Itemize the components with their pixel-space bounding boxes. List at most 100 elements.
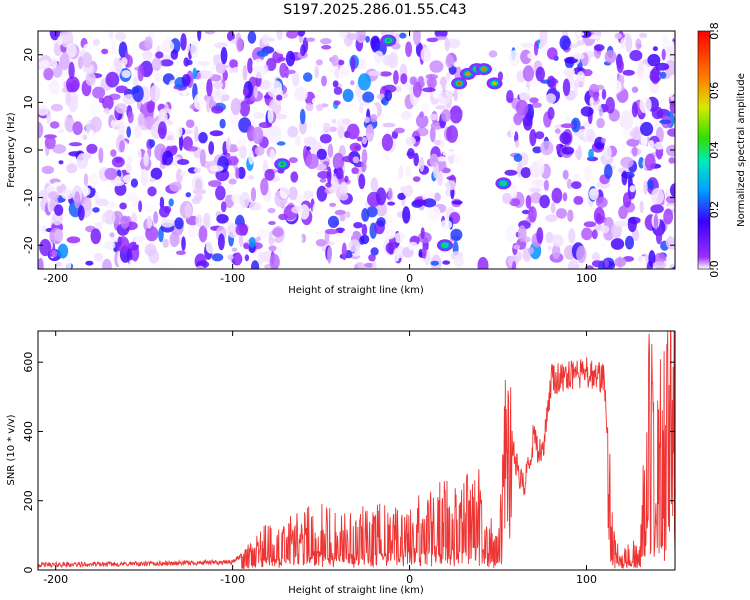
spectrogram-cell xyxy=(655,62,670,71)
spectrogram-cell xyxy=(243,242,250,250)
x-tick-label: 100 xyxy=(576,272,597,285)
y-tick-label: 600 xyxy=(22,352,35,373)
spectrogram-cell xyxy=(412,31,421,46)
spectrogram-cell xyxy=(361,148,368,165)
spectrogram-cell xyxy=(614,220,629,227)
spectrogram-cell xyxy=(110,149,117,157)
spectrogram-cell xyxy=(523,114,533,131)
spectrogram-cell xyxy=(384,89,393,102)
spectrogram-cell xyxy=(258,121,273,129)
spectrogram-cell xyxy=(519,123,524,140)
spectrogram-cell xyxy=(269,80,283,95)
spectrogram-cell xyxy=(552,167,561,178)
spectrogram-cell xyxy=(290,171,299,183)
spectrogram-cell xyxy=(585,128,596,143)
spectrogram-cell xyxy=(639,96,652,114)
spectrogram-cell xyxy=(316,148,327,160)
x-tick-label: -200 xyxy=(43,272,68,285)
spectrogram-cell xyxy=(543,179,550,191)
spectrogram-cell xyxy=(413,152,420,167)
spectrogram-cell xyxy=(137,64,144,82)
spectrogram-cell xyxy=(659,71,667,79)
spectrogram-cell xyxy=(405,165,412,177)
spectrogram-cell xyxy=(631,146,638,157)
spectrogram-cell xyxy=(185,215,199,226)
spectrogram-cell xyxy=(82,134,88,141)
spectrogram-cell xyxy=(192,188,207,195)
spectrogram-cell xyxy=(426,76,437,89)
spectrogram-cell xyxy=(595,196,608,208)
spectrogram-cell xyxy=(300,44,306,57)
spectrogram-cell xyxy=(513,112,523,126)
spectrogram-cell xyxy=(357,73,371,91)
spectrogram-cell xyxy=(528,206,537,223)
spectrogram-cell xyxy=(311,97,325,106)
spectrogram-cell xyxy=(509,198,521,207)
spectrogram-cell xyxy=(101,213,106,224)
spectrogram-cell xyxy=(672,31,675,40)
spectrogram-cell xyxy=(227,223,240,239)
spectrogram-cell xyxy=(536,158,545,176)
spectrogram-cell xyxy=(349,142,362,152)
spectrogram-cell xyxy=(193,167,201,173)
spectrogram-cell xyxy=(203,212,211,229)
spectrogram-cell xyxy=(370,247,379,256)
spectrogram-cell xyxy=(113,120,125,126)
spectrogram-cell xyxy=(629,50,643,62)
spectrogram-hotspot-ring xyxy=(386,39,391,43)
spectrogram-cell xyxy=(191,175,205,193)
spectrogram-cell xyxy=(269,149,276,161)
spectrogram-cell xyxy=(185,146,198,152)
spectrogram-cell xyxy=(365,35,370,43)
spectrogram-cell xyxy=(66,254,72,269)
spectrogram-cell xyxy=(327,246,332,264)
spectrogram-cell xyxy=(610,223,623,239)
spectrogram-hotspots xyxy=(274,34,512,252)
spectrogram-cell xyxy=(599,237,606,248)
spectrogram-cell xyxy=(155,51,164,59)
spectrogram-cell xyxy=(346,123,360,140)
spectrogram-cell xyxy=(614,32,622,40)
spectrogram-cell xyxy=(535,66,545,82)
spectrogram-cell xyxy=(420,227,425,240)
spectrogram-cell xyxy=(339,181,348,196)
spectrogram-cell xyxy=(320,38,332,45)
spectrogram-cell xyxy=(66,163,78,174)
spectrogram-cell xyxy=(453,88,459,101)
spectrogram-cell xyxy=(654,141,665,150)
spectrogram-cell xyxy=(531,102,542,108)
spectrogram-cell xyxy=(665,86,674,98)
spectrogram-cell xyxy=(619,113,634,130)
spectrogram-cell xyxy=(132,85,144,103)
colorbar-tick-label: 0.8 xyxy=(708,22,721,40)
spectrogram-cell xyxy=(89,172,99,189)
spectrogram-cell xyxy=(513,153,523,162)
spectrogram-cell xyxy=(529,187,542,193)
spectrogram-cell xyxy=(90,99,102,117)
spectrogram-cell xyxy=(345,250,353,259)
spectrogram-cell xyxy=(208,180,222,188)
spectrogram-cell xyxy=(371,259,377,269)
y-tick-label: -20 xyxy=(22,236,35,254)
spectrogram-cell xyxy=(306,146,311,151)
spectrogram-cell xyxy=(38,60,51,68)
spectrogram-cell xyxy=(190,40,199,59)
spectrogram-cell xyxy=(68,61,75,80)
spectrogram-cell xyxy=(128,259,136,269)
spectrogram-cell xyxy=(555,82,562,92)
spectrogram-cell xyxy=(644,153,656,171)
spectrogram-cell xyxy=(412,81,422,98)
spectrogram-cell xyxy=(579,262,584,269)
spectrogram-cell xyxy=(198,225,208,243)
spectrogram-cell xyxy=(254,146,265,156)
spectrogram-cell xyxy=(256,50,269,57)
spectrogram-cell xyxy=(142,50,153,61)
spectrogram-hotspot xyxy=(486,77,503,90)
spectrogram-cell xyxy=(292,72,300,87)
spectrogram-cell xyxy=(194,125,199,143)
spectrogram-cell xyxy=(382,122,396,128)
spectrogram-cell xyxy=(74,191,81,209)
spectrogram-cell xyxy=(649,68,662,83)
spectrogram-cell xyxy=(211,105,224,114)
spectrogram-cell xyxy=(427,206,441,222)
